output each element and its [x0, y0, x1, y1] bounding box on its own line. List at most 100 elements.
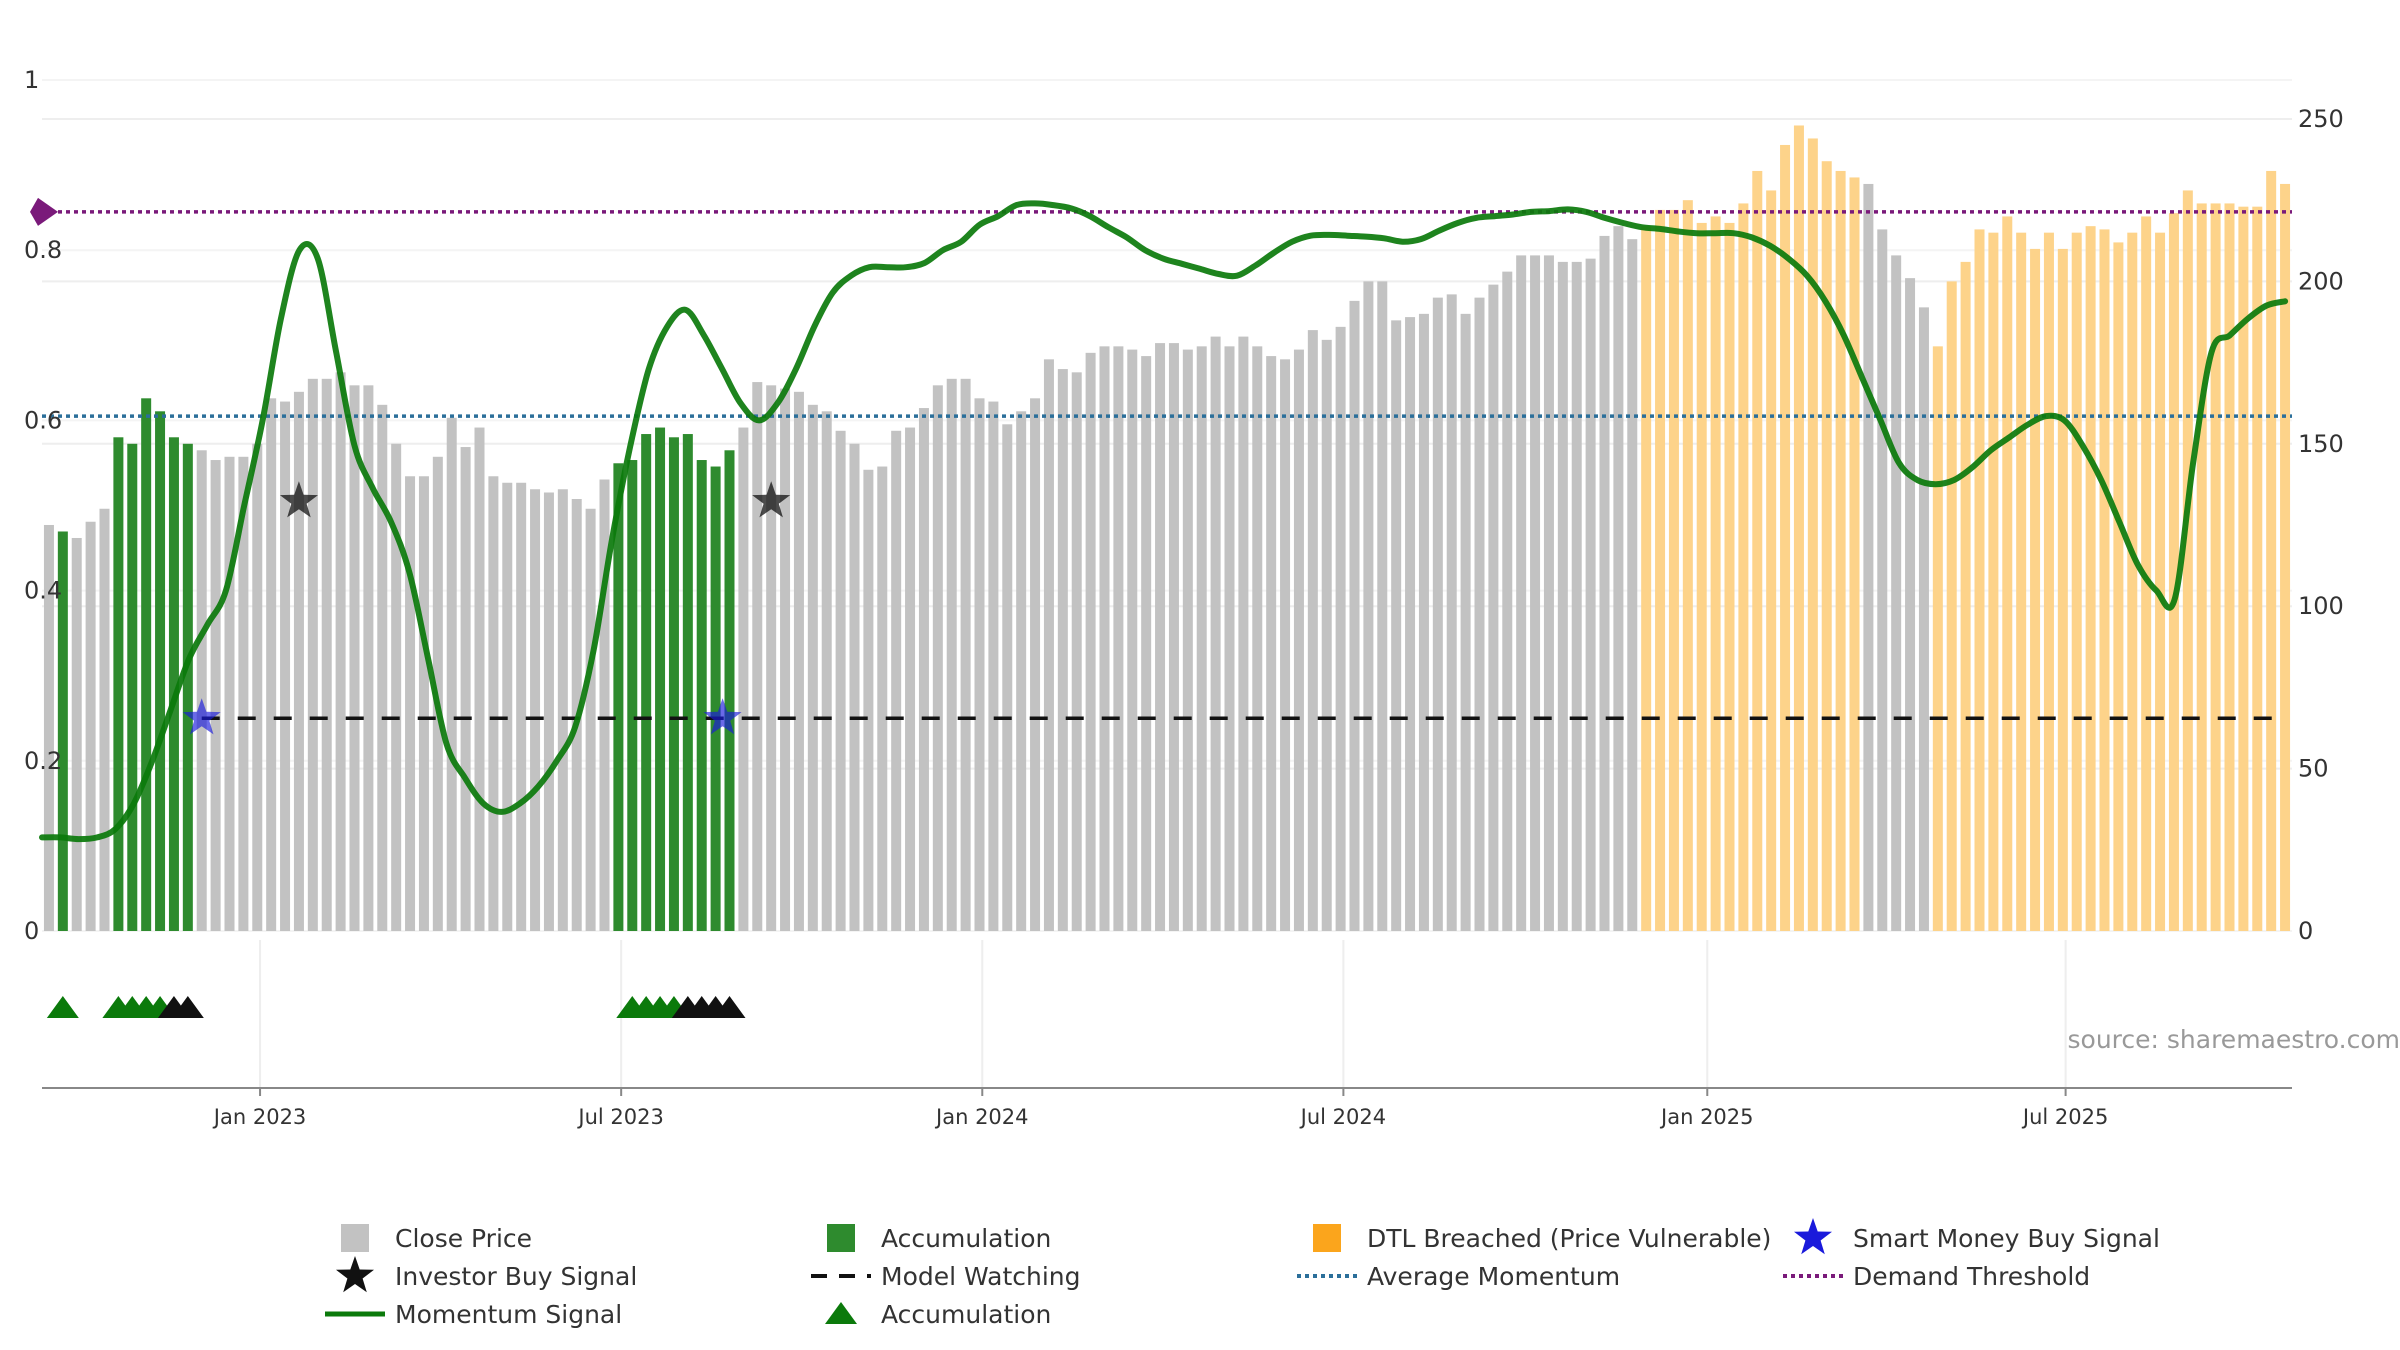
close-price-bar — [1918, 307, 1929, 931]
close-price-bar — [1724, 222, 1735, 932]
close-price-bar — [1613, 226, 1624, 931]
accumulation-triangle-black — [713, 996, 746, 1018]
close-price-bar — [1057, 369, 1068, 931]
close-price-bar — [516, 482, 527, 931]
close-price-bar — [960, 378, 971, 931]
close-price-bar — [1127, 349, 1138, 931]
legend-swatch-dtl — [1313, 1224, 1341, 1252]
close-price-bar — [1224, 346, 1235, 931]
close-price-bar — [1196, 346, 1207, 931]
right-tick-label: 150 — [2298, 430, 2344, 458]
smart-money-buy-star-0 — [182, 698, 221, 735]
close-price-bar — [1849, 177, 1860, 931]
left-tick-label: 0.6 — [24, 406, 62, 434]
close-price-bar — [2057, 248, 2068, 931]
close-price-bar — [682, 434, 693, 931]
legend-swatch-investor-star — [336, 1256, 374, 1293]
close-price-bar — [738, 427, 749, 931]
close-price-bar — [1710, 216, 1721, 931]
left-tick-label: 1 — [24, 66, 39, 94]
close-price-bar — [1807, 138, 1818, 932]
close-price-bar — [391, 443, 402, 931]
close-price-bar — [127, 443, 138, 931]
close-price-bar — [863, 469, 874, 931]
close-price-bar — [57, 531, 68, 931]
close-price-bar — [724, 450, 735, 931]
close-price-bar — [1016, 411, 1027, 932]
accumulation-triangle-green — [46, 996, 79, 1018]
x-tick-label: Jul 2023 — [576, 1105, 663, 1129]
legend-item-avg: Average Momentum — [1297, 1262, 1620, 1291]
x-tick-label: Jan 2024 — [934, 1105, 1029, 1129]
close-price-bar — [710, 466, 721, 931]
close-price-bar — [641, 434, 652, 931]
legend-item-investor: Investor Buy Signal — [336, 1256, 637, 1293]
close-price-bar — [1405, 317, 1416, 931]
close-price-bar — [1252, 346, 1263, 931]
close-price-bar — [321, 378, 332, 931]
close-price-bar — [2085, 226, 2096, 931]
close-price-bar — [1391, 320, 1402, 931]
close-price-bar — [1307, 330, 1318, 932]
legend-item-watching: Model Watching — [811, 1262, 1081, 1291]
close-price-bar — [155, 411, 166, 932]
right-tick-label: 50 — [2298, 755, 2329, 783]
close-price-bar — [1627, 239, 1638, 931]
close-price-bar — [196, 450, 207, 931]
close-price-bar — [1168, 343, 1179, 931]
right-tick-label: 0 — [2298, 917, 2313, 945]
close-price-bar — [2238, 206, 2249, 932]
close-price-bars — [43, 125, 2291, 932]
close-price-bar — [1752, 170, 1763, 932]
close-price-bar — [1363, 281, 1374, 931]
close-price-bar — [1821, 161, 1832, 932]
close-price-bar — [113, 437, 124, 931]
close-price-bar — [1557, 261, 1568, 931]
close-price-bar — [1432, 297, 1443, 931]
close-price-bar — [71, 537, 82, 931]
legend-item-dtl: DTL Breached (Price Vulnerable) — [1313, 1224, 1771, 1253]
close-price-bar — [1668, 209, 1679, 932]
close-price-bar — [905, 427, 916, 931]
x-tick-label: Jan 2023 — [212, 1105, 307, 1129]
close-price-bar — [1960, 261, 1971, 931]
close-price-bar — [655, 427, 666, 931]
close-price-bar — [613, 463, 624, 931]
close-price-bar — [1835, 170, 1846, 932]
close-price-bar — [1418, 313, 1429, 931]
close-price-bar — [1599, 235, 1610, 932]
close-price-bar — [488, 476, 499, 931]
close-price-bar — [1766, 190, 1777, 931]
close-price-bar — [1488, 284, 1499, 931]
close-price-bar — [238, 456, 249, 931]
legend-label: DTL Breached (Price Vulnerable) — [1367, 1224, 1771, 1253]
x-tick-label: Jan 2025 — [1659, 1105, 1754, 1129]
close-price-bar — [1446, 294, 1457, 932]
close-price-bar — [807, 404, 818, 931]
close-price-bar — [280, 401, 291, 932]
close-price-bar — [1682, 200, 1693, 931]
legend-item-accum_bar: Accumulation — [827, 1224, 1051, 1253]
close-price-bar — [1641, 226, 1652, 931]
legend-label: Smart Money Buy Signal — [1853, 1224, 2160, 1253]
close-price-bar — [1793, 125, 1804, 932]
legend-label: Close Price — [395, 1224, 532, 1253]
right-tick-label: 250 — [2298, 105, 2344, 133]
close-price-bar — [668, 437, 679, 931]
accumulation-triangle-black — [171, 996, 204, 1018]
close-price-bar — [974, 398, 985, 931]
close-price-bar — [418, 476, 429, 931]
close-price-bar — [85, 521, 96, 931]
legend-item-accum_tri: Accumulation — [825, 1300, 1051, 1329]
reference-lines — [30, 197, 2292, 720]
close-price-bar — [2113, 242, 2124, 931]
close-price-bar — [1002, 424, 1013, 931]
axes: Jan 2023 Jul 2023 Jan 2024 Jul 2024 Jan 2025… — [24, 66, 2344, 1129]
legend-label: Model Watching — [881, 1262, 1081, 1291]
left-tick-label: 0.2 — [24, 747, 62, 775]
close-price-bar — [627, 460, 638, 931]
close-price-bar — [252, 443, 263, 931]
close-price-bar — [43, 524, 54, 931]
